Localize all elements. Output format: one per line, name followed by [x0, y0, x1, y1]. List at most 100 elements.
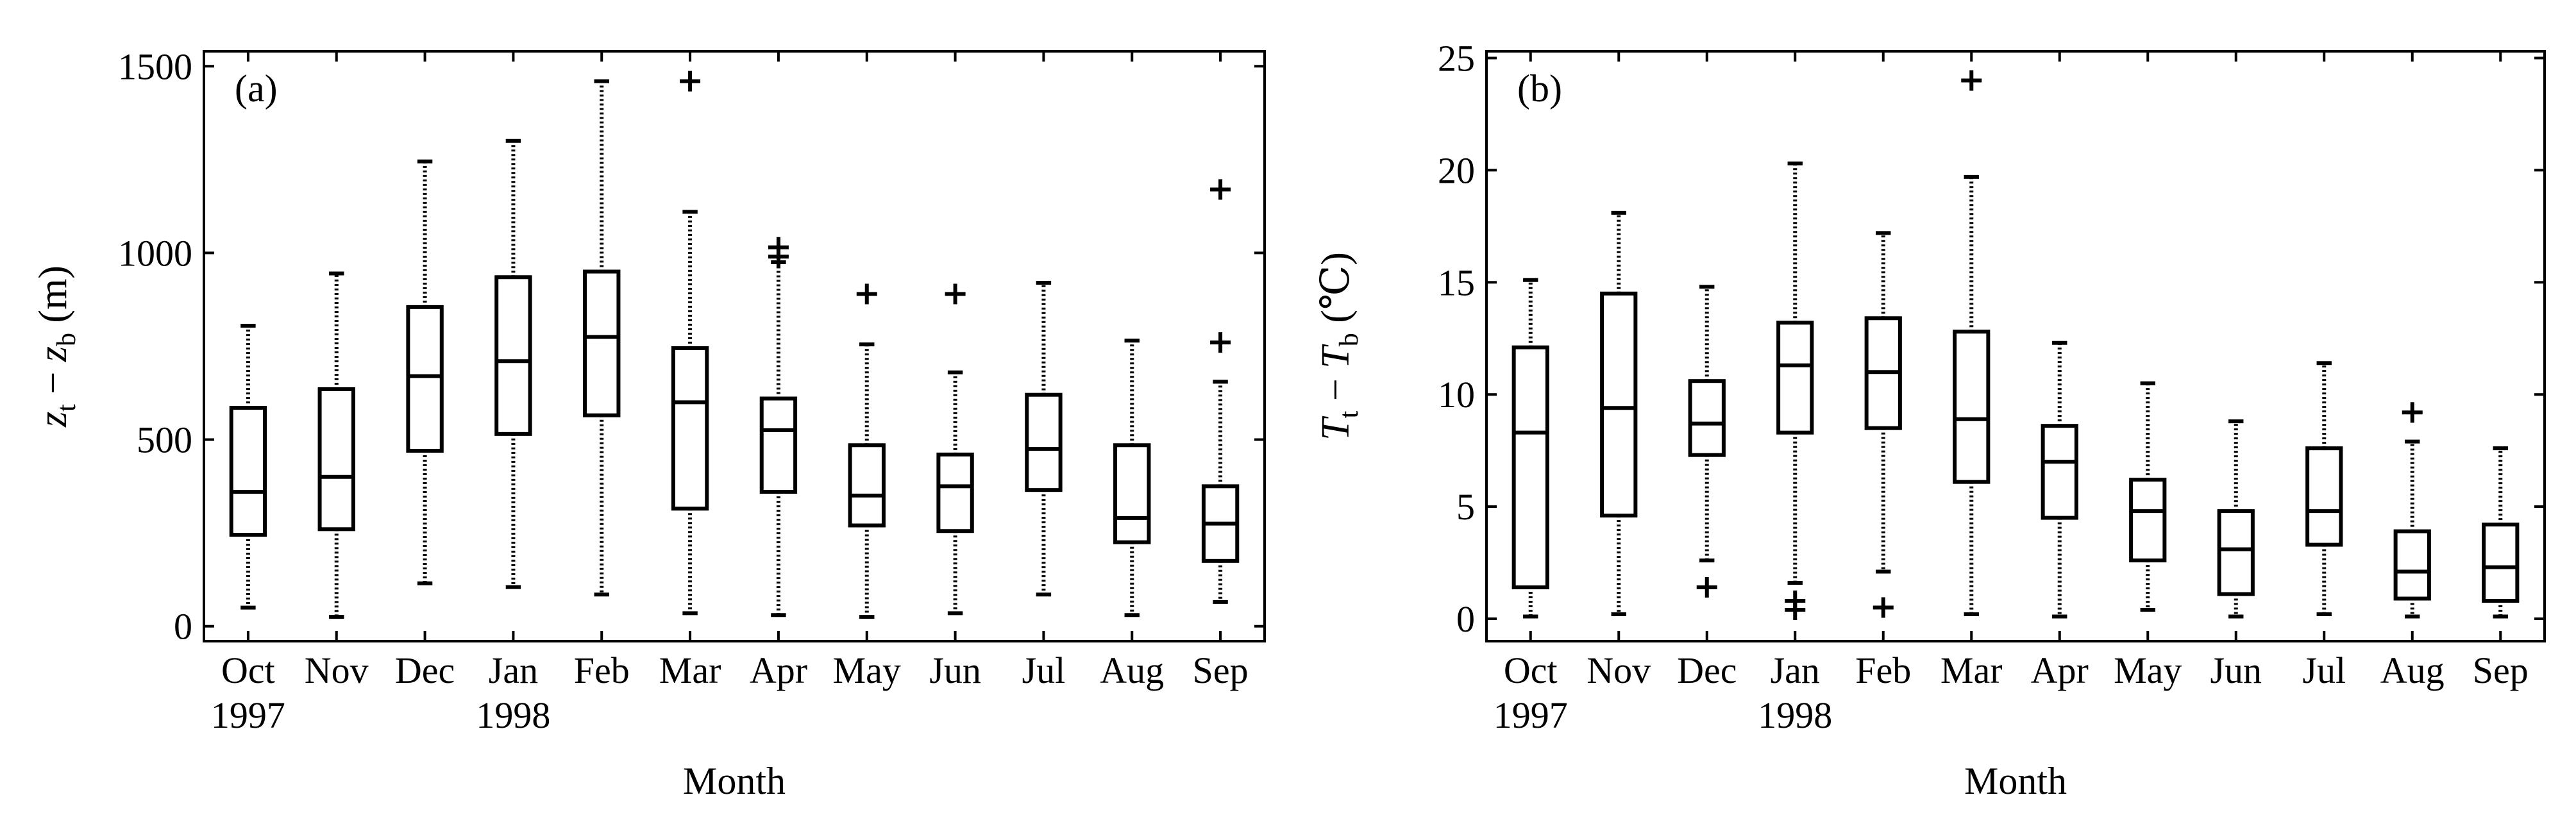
x-tick-label: May: [2114, 650, 2182, 691]
outlier-marker: [856, 283, 877, 305]
iqr-box: [848, 443, 886, 528]
y-tick-label: 5: [1456, 486, 1475, 528]
y-tick-label: 25: [1438, 37, 1475, 79]
y-axis-title-subscript: t: [52, 404, 81, 412]
x-tick-label: Sep: [1193, 650, 1249, 691]
x-tick-label: Apr: [750, 650, 807, 691]
iqr-box: [1953, 330, 1991, 484]
year-label: 1998: [1758, 694, 1832, 736]
box-may: [848, 283, 886, 619]
x-tick-label: Apr: [2031, 650, 2089, 691]
box-aug: [1113, 339, 1151, 617]
x-tick-label: Oct: [221, 650, 275, 691]
year-label: 1998: [476, 694, 550, 736]
x-tick-label: Dec: [395, 650, 455, 691]
y-tick-label: 500: [137, 419, 192, 461]
iqr-box: [1113, 443, 1151, 544]
box-apr: [759, 237, 798, 617]
iqr-box: [229, 406, 267, 537]
box-apr: [2041, 340, 2078, 619]
y-tick-label: 1000: [118, 232, 192, 274]
x-tick-label: Sep: [2473, 650, 2529, 691]
panel-a: 0 500 1000 1500 Oct Nov Dec Jan Feb Mar Apr May Jun J…: [31, 46, 1266, 802]
box-oct: [1511, 278, 1549, 619]
y-tick-label: 15: [1438, 262, 1475, 303]
outlier-marker: [1961, 70, 1982, 91]
y-tick-label: 0: [174, 606, 192, 648]
iqr-box: [2393, 529, 2431, 601]
y-axis-title-subscript: b: [1334, 333, 1364, 346]
iqr-box: [1776, 321, 1814, 435]
outlier-marker: [1210, 332, 1231, 353]
year-label: 1997: [211, 694, 285, 736]
iqr-box: [494, 275, 532, 436]
box-feb: [1864, 231, 1902, 618]
x-tick-label: Mar: [1940, 650, 2003, 691]
box-may: [2129, 381, 2167, 612]
x-tick-label: Jul: [1022, 650, 1066, 691]
iqr-box: [1688, 379, 1726, 457]
outlier-marker: [680, 71, 701, 92]
x-tick-label: Oct: [1504, 650, 1558, 691]
iqr-box: [2129, 478, 2167, 563]
y-axis-title-part: T: [1314, 344, 1358, 369]
box-sep: [1201, 179, 1240, 604]
x-tick-label: Nov: [305, 650, 369, 691]
y-axis-title-part: T: [1314, 415, 1358, 440]
outlier-marker: [2402, 402, 2423, 423]
iqr-box: [1600, 291, 1638, 518]
iqr-box: [2482, 523, 2520, 603]
x-tick-label: Jun: [2210, 650, 2262, 691]
box-mar: [1953, 70, 1991, 617]
x-tick-label: Aug: [2380, 650, 2445, 691]
box-jul: [1025, 281, 1063, 597]
outlier-marker: [1785, 591, 1806, 612]
iqr-box: [583, 269, 621, 417]
iqr-box: [2305, 446, 2343, 547]
box-dec: [406, 159, 444, 585]
iqr-box: [1025, 392, 1063, 492]
y-axis-title-subscript: t: [1334, 410, 1364, 418]
x-tick-label: Jul: [2302, 650, 2346, 691]
iqr-box: [759, 396, 798, 494]
y-axis-title-part: −: [31, 362, 75, 404]
y-axis-title-subscript: b: [52, 333, 81, 346]
y-tick-label: 10: [1438, 374, 1475, 415]
outlier-marker: [1873, 597, 1894, 618]
iqr-box: [2217, 509, 2255, 596]
box-dec: [1688, 285, 1726, 598]
x-axis-title: Month: [683, 760, 786, 802]
plot-frame: [203, 50, 1266, 642]
x-tick-label: Nov: [1587, 650, 1651, 691]
panel-b: 0 5 10 15 20 25 Oct Nov Dec Jan Feb Mar Apr May Jun Jul…: [1314, 37, 2546, 802]
x-tick-label: Jan: [1771, 650, 1820, 691]
year-label: 1997: [1494, 694, 1568, 736]
box-jun: [2217, 419, 2255, 619]
outlier-marker: [768, 237, 789, 258]
x-axis-title: Month: [1964, 760, 2067, 802]
x-tick-label: May: [833, 650, 901, 691]
iqr-box: [406, 305, 444, 453]
iqr-box: [2041, 424, 2078, 520]
y-tick-label: 0: [1456, 598, 1475, 640]
x-tick-label: Jan: [489, 650, 538, 691]
panel-label: (b): [1517, 67, 1562, 110]
x-tick-label: Dec: [1677, 650, 1737, 691]
y-axis-title-part: (℃): [1314, 252, 1358, 333]
y-tick-label: 1500: [118, 46, 192, 87]
box-oct: [229, 323, 267, 610]
x-tick-label: Aug: [1100, 650, 1164, 691]
box-jan: [494, 138, 532, 589]
iqr-box: [317, 387, 355, 532]
box-feb: [583, 79, 621, 597]
x-tick-label: Feb: [1855, 650, 1911, 691]
iqr-box: [936, 452, 974, 533]
plot-frame: [1485, 50, 2546, 642]
y-axis-title: zt − zb (m): [31, 265, 81, 428]
box-jan: [1776, 161, 1814, 621]
box-aug: [2393, 402, 2431, 619]
x-tick-label: Mar: [659, 650, 721, 691]
